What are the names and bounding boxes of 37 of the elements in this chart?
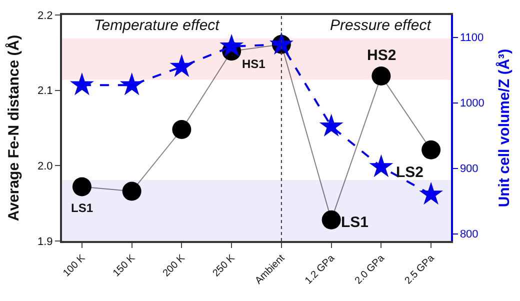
x-tick-label: 100 K <box>61 252 88 280</box>
annotation: LS2 <box>396 164 424 181</box>
y2-tick-label: 1100 <box>460 32 484 44</box>
annotation: Pressure effect <box>330 17 432 34</box>
x-tick-label: 200 K <box>161 252 188 280</box>
point <box>172 120 192 139</box>
point <box>72 177 92 196</box>
point <box>122 182 142 201</box>
point <box>369 154 394 178</box>
point <box>170 54 194 77</box>
y2-tick-label: 800 <box>460 228 478 241</box>
point <box>322 210 341 230</box>
point <box>419 182 444 205</box>
point <box>319 114 344 137</box>
y2-tick-label: 900 <box>460 163 478 176</box>
annotation: HS2 <box>367 47 396 64</box>
x-tick-label: 1.2 GPa <box>303 252 338 287</box>
point <box>70 72 94 96</box>
y-tick-label: 2.0 <box>38 160 53 173</box>
x-tick-label: 2.5 GPa <box>402 252 438 287</box>
y2-tick-label: 1000 <box>460 98 484 110</box>
point <box>422 140 441 160</box>
point <box>220 34 244 57</box>
x-tick-label: 150 K <box>111 252 138 280</box>
annotation: LS1 <box>341 214 369 231</box>
y-tick-label: 2.1 <box>38 85 53 98</box>
y2-axis-title: Unit cell volume/Z (Å³) <box>494 48 513 208</box>
annotation: Temperature effect <box>94 17 220 34</box>
point <box>120 72 144 96</box>
y-tick-label: 1.9 <box>38 236 53 248</box>
y-axis-title: Average Fe-N distance (Å) <box>4 34 22 222</box>
x-tick-label: 250 K <box>210 252 238 280</box>
annotation: HS1 <box>242 57 266 71</box>
x-tick-label: 2.0 GPa <box>353 252 388 287</box>
point <box>372 66 391 86</box>
y-tick-label: 2.2 <box>38 10 53 22</box>
annotation: LS1 <box>71 201 94 215</box>
